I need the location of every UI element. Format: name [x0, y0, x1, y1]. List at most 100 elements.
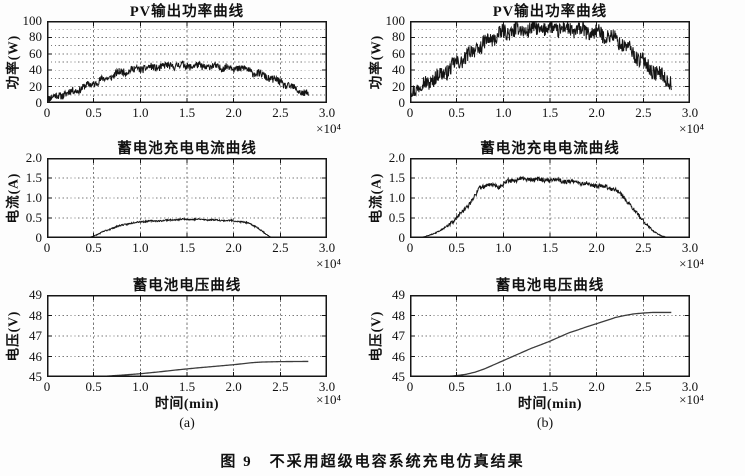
x-tick-label: 2.0 — [225, 105, 242, 120]
x-tick-label: 2.5 — [272, 379, 289, 394]
subplot-battery-voltage-a: 蓄电池电压曲线 电压(V) 时间(min) ×10⁴ 0 0.5 1.0 1.5 2.0… — [5, 278, 341, 412]
y-tick-label: 47 — [29, 328, 42, 343]
plot-border — [410, 295, 690, 377]
axes — [410, 158, 690, 238]
series-battery-current-b — [410, 175, 672, 238]
y-tick-label: 45 — [392, 369, 405, 384]
plot-background — [410, 158, 690, 238]
subplot-pv-power-b: PV输出功率曲线 功率(W) ×10⁴ 0 0.5 1.0 1.5 2.0 2.5 3.0 0… — [368, 4, 704, 136]
y-tick-label: 20 — [29, 78, 42, 94]
y-tick-label: 2.0 — [388, 150, 405, 165]
series-pv-power-b — [410, 21, 672, 98]
subplot-battery-current-a: 蓄电池充电电流曲线 电流(A) ×10⁴ 0 0.5 1.0 1.5 2.0 2.5 3.0… — [5, 141, 341, 271]
x-tick-label: 3.0 — [681, 240, 699, 255]
chart-title: 蓄电池电压曲线 — [495, 278, 605, 294]
subplot-battery-current-b: 蓄电池充电电流曲线 电流(A) ×10⁴ 0 0.5 1.0 1.5 2.0 2.5 3.0… — [368, 141, 704, 271]
x-tick-label: 2.0 — [588, 105, 605, 120]
plot-border — [410, 21, 690, 103]
series-battery-voltage-b — [414, 311, 672, 377]
plot-border — [410, 158, 690, 238]
x-tick-label: 2.5 — [635, 379, 652, 394]
subfigure-label-a: (a) — [179, 416, 195, 431]
y-tick-label: 0 — [398, 230, 406, 245]
axes — [410, 295, 690, 377]
y-tick-label: 0 — [35, 230, 43, 245]
x-tick-label: 0 — [43, 105, 51, 120]
y-tick-label: 100 — [22, 13, 43, 28]
x-tick-label: 0 — [406, 105, 414, 120]
axes — [47, 158, 327, 238]
y-tick-label: 48 — [392, 307, 405, 323]
y-tick-label: 0 — [398, 95, 406, 110]
x-axis-exponent: ×10⁴ — [679, 121, 704, 136]
y-tick-label: 0 — [35, 95, 43, 110]
chart-title: PV输出功率曲线 — [492, 4, 608, 20]
x-tick-label: 1.0 — [132, 105, 149, 120]
x-tick-label: 2.0 — [588, 379, 605, 394]
chart-title: 蓄电池充电电流曲线 — [480, 141, 620, 157]
x-tick-label: 0 — [43, 379, 51, 394]
y-tick-label: 0.5 — [25, 210, 42, 225]
axes — [410, 21, 690, 103]
plot-border — [47, 158, 327, 238]
x-tick-label: 2.5 — [272, 240, 289, 255]
plot-area — [47, 158, 327, 238]
x-tick-label: 1.5 — [541, 240, 559, 255]
chart-title: 蓄电池电压曲线 — [132, 278, 242, 294]
x-tick-label: 3.0 — [681, 379, 699, 394]
x-tick-label: 1.0 — [132, 240, 149, 255]
plot-area — [47, 21, 327, 103]
x-tick-label: 1.0 — [495, 379, 512, 394]
y-tick-label: 1.0 — [25, 190, 42, 205]
x-tick-label: 0 — [406, 240, 414, 255]
axes — [47, 21, 327, 103]
y-tick-label: 80 — [392, 29, 405, 45]
x-tick-label: 1.0 — [495, 240, 512, 255]
chart-title: PV输出功率曲线 — [129, 4, 245, 20]
y-tick-label: 47 — [392, 328, 405, 343]
y-tick-label: 1.5 — [25, 170, 42, 185]
x-tick-label: 2.0 — [225, 379, 242, 394]
subfigure-label-b: (b) — [536, 416, 554, 431]
x-tick-label: 1.5 — [178, 240, 196, 255]
y-tick-label: 1.0 — [388, 190, 405, 205]
plot-area — [410, 21, 690, 103]
x-tick-label: 0.5 — [85, 379, 102, 394]
x-axis-exponent: ×10⁴ — [316, 392, 341, 407]
x-tick-label: 3.0 — [318, 240, 336, 255]
plot-border — [47, 21, 327, 103]
axes — [47, 295, 327, 377]
x-tick-label: 1.0 — [132, 379, 149, 394]
y-tick-label: 48 — [29, 307, 42, 323]
x-tick-label: 2.5 — [635, 240, 652, 255]
x-tick-label: 1.5 — [178, 105, 196, 120]
x-tick-label: 3.0 — [318, 379, 336, 394]
plot-background — [47, 295, 327, 377]
y-tick-label: 80 — [29, 29, 42, 45]
subplot-battery-voltage-b: 蓄电池电压曲线 电压(V) 时间(min) ×10⁴ 0 0.5 1.0 1.5 2.0… — [368, 278, 704, 412]
x-axis-exponent: ×10⁴ — [316, 121, 341, 136]
x-axis-label: 时间(min) — [154, 397, 220, 412]
y-tick-label: 40 — [392, 62, 405, 78]
chart-title: 蓄电池充电电流曲线 — [117, 141, 257, 157]
x-tick-label: 1.5 — [541, 105, 559, 120]
y-tick-label: 46 — [392, 348, 405, 364]
x-tick-label: 1.5 — [178, 379, 196, 394]
x-tick-label: 2.0 — [225, 240, 242, 255]
y-tick-label: 60 — [392, 45, 405, 61]
y-tick-label: 0.5 — [388, 210, 405, 225]
x-tick-label: 0 — [43, 240, 51, 255]
plot-area — [410, 295, 690, 377]
x-tick-label: 0.5 — [448, 379, 465, 394]
y-tick-label: 1.5 — [388, 170, 405, 185]
x-axis-exponent: ×10⁴ — [679, 392, 704, 407]
x-tick-label: 2.5 — [272, 105, 289, 120]
x-tick-label: 2.0 — [588, 240, 605, 255]
y-tick-label: 60 — [29, 45, 42, 61]
x-axis-label: 时间(min) — [517, 397, 583, 412]
x-axis-exponent: ×10⁴ — [679, 256, 704, 271]
plot-background — [410, 295, 690, 377]
x-tick-label: 2.5 — [635, 105, 652, 120]
series-pv-power-a — [47, 60, 309, 103]
